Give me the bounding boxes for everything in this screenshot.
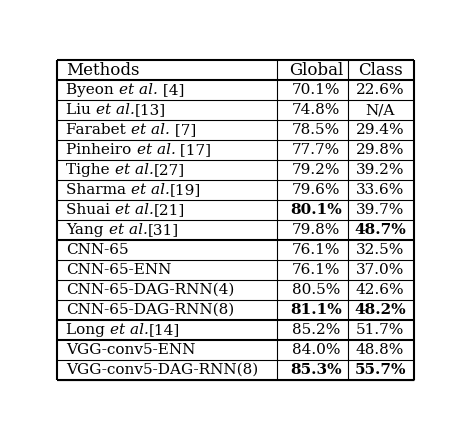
Text: Global: Global bbox=[288, 62, 342, 79]
Text: et al.: et al. bbox=[108, 223, 147, 237]
Text: 29.8%: 29.8% bbox=[355, 143, 403, 157]
Text: [14]: [14] bbox=[149, 323, 180, 337]
Text: Sharma: Sharma bbox=[66, 183, 131, 197]
Text: Yang: Yang bbox=[66, 223, 108, 237]
Text: [17]: [17] bbox=[175, 143, 211, 157]
Text: Methods: Methods bbox=[66, 62, 140, 79]
Text: 84.0%: 84.0% bbox=[291, 343, 340, 357]
Text: Byeon: Byeon bbox=[66, 83, 119, 97]
Text: [27]: [27] bbox=[153, 163, 185, 177]
Text: Pinheiro: Pinheiro bbox=[66, 143, 136, 157]
Text: 81.1%: 81.1% bbox=[290, 303, 341, 317]
Text: 74.8%: 74.8% bbox=[291, 103, 339, 117]
Text: CNN-65-DAG-RNN(8): CNN-65-DAG-RNN(8) bbox=[66, 303, 234, 317]
Text: et al.: et al. bbox=[131, 183, 170, 197]
Text: 55.7%: 55.7% bbox=[353, 362, 405, 377]
Text: VGG-conv5-ENN: VGG-conv5-ENN bbox=[66, 343, 196, 357]
Text: 79.2%: 79.2% bbox=[291, 163, 340, 177]
Text: 85.2%: 85.2% bbox=[291, 323, 339, 337]
Text: 48.7%: 48.7% bbox=[353, 223, 405, 237]
Text: [31]: [31] bbox=[147, 223, 179, 237]
Text: [19]: [19] bbox=[170, 183, 201, 197]
Text: 79.8%: 79.8% bbox=[291, 223, 339, 237]
Text: et al.: et al. bbox=[119, 83, 157, 97]
Text: CNN-65-DAG-RNN(4): CNN-65-DAG-RNN(4) bbox=[66, 283, 234, 297]
Text: 70.1%: 70.1% bbox=[291, 83, 340, 97]
Text: 77.7%: 77.7% bbox=[291, 143, 339, 157]
Text: 79.6%: 79.6% bbox=[291, 183, 340, 197]
Text: Tighe: Tighe bbox=[66, 163, 115, 177]
Text: CNN-65: CNN-65 bbox=[66, 243, 129, 257]
Text: Shuai: Shuai bbox=[66, 203, 115, 217]
Text: et al.: et al. bbox=[110, 323, 149, 337]
Text: 48.2%: 48.2% bbox=[353, 303, 405, 317]
Text: 39.7%: 39.7% bbox=[355, 203, 403, 217]
Text: et al.: et al. bbox=[96, 103, 135, 117]
Text: et al.: et al. bbox=[131, 123, 169, 137]
Text: VGG-conv5-DAG-RNN(8): VGG-conv5-DAG-RNN(8) bbox=[66, 362, 258, 377]
Text: 76.1%: 76.1% bbox=[291, 243, 340, 257]
Text: 80.5%: 80.5% bbox=[291, 283, 339, 297]
Text: [13]: [13] bbox=[135, 103, 166, 117]
Text: CNN-65-ENN: CNN-65-ENN bbox=[66, 263, 171, 277]
Text: 78.5%: 78.5% bbox=[291, 123, 339, 137]
Text: 22.6%: 22.6% bbox=[355, 83, 403, 97]
Text: 29.4%: 29.4% bbox=[355, 123, 403, 137]
Text: 48.8%: 48.8% bbox=[355, 343, 403, 357]
Text: Long: Long bbox=[66, 323, 110, 337]
Text: Liu: Liu bbox=[66, 103, 96, 117]
Text: [21]: [21] bbox=[154, 203, 185, 217]
Text: 37.0%: 37.0% bbox=[355, 263, 403, 277]
Text: Farabet: Farabet bbox=[66, 123, 131, 137]
Text: 51.7%: 51.7% bbox=[355, 323, 403, 337]
Text: 39.2%: 39.2% bbox=[355, 163, 403, 177]
Text: 32.5%: 32.5% bbox=[355, 243, 403, 257]
Text: N/A: N/A bbox=[364, 103, 394, 117]
Text: 76.1%: 76.1% bbox=[291, 263, 340, 277]
Text: [7]: [7] bbox=[169, 123, 196, 137]
Text: et al.: et al. bbox=[136, 143, 175, 157]
Text: 42.6%: 42.6% bbox=[355, 283, 403, 297]
Text: et al.: et al. bbox=[115, 163, 153, 177]
Text: [4]: [4] bbox=[157, 83, 184, 97]
Text: Class: Class bbox=[357, 62, 402, 79]
Text: 33.6%: 33.6% bbox=[355, 183, 403, 197]
Text: 85.3%: 85.3% bbox=[290, 362, 341, 377]
Text: et al.: et al. bbox=[115, 203, 154, 217]
Text: 80.1%: 80.1% bbox=[290, 203, 341, 217]
